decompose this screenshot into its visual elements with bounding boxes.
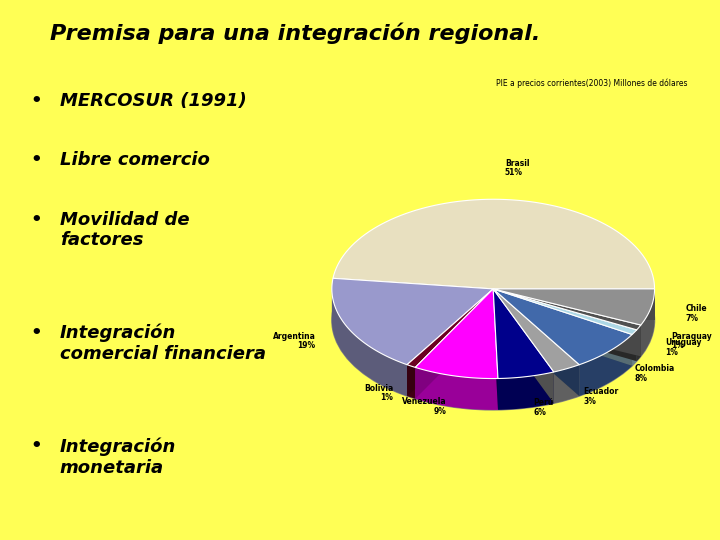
Text: Bolivia
1%: Bolivia 1% xyxy=(364,384,393,402)
Polygon shape xyxy=(498,372,554,410)
Polygon shape xyxy=(493,289,580,372)
Text: Uruguay
1%: Uruguay 1% xyxy=(665,338,702,357)
Polygon shape xyxy=(554,364,580,403)
Polygon shape xyxy=(641,289,654,356)
Text: Libre comercio: Libre comercio xyxy=(60,151,210,169)
Polygon shape xyxy=(493,289,636,361)
Polygon shape xyxy=(493,289,498,410)
Text: •: • xyxy=(30,151,42,169)
Polygon shape xyxy=(415,289,493,399)
Polygon shape xyxy=(493,289,641,330)
Text: •: • xyxy=(30,324,42,342)
Polygon shape xyxy=(407,289,493,367)
Text: Brasil
51%: Brasil 51% xyxy=(505,159,529,178)
Polygon shape xyxy=(493,289,580,396)
Text: Movilidad de
factores: Movilidad de factores xyxy=(60,211,189,249)
Text: Argentina
19%: Argentina 19% xyxy=(273,332,315,350)
Polygon shape xyxy=(632,330,636,366)
Text: Chile
7%: Chile 7% xyxy=(686,305,708,323)
Polygon shape xyxy=(493,289,632,366)
Polygon shape xyxy=(493,289,580,396)
Text: •: • xyxy=(30,437,42,455)
Polygon shape xyxy=(407,364,415,399)
Text: •: • xyxy=(30,92,42,110)
Text: •: • xyxy=(30,211,42,228)
Text: Integración
monetaria: Integración monetaria xyxy=(60,437,176,477)
Polygon shape xyxy=(493,289,636,334)
Polygon shape xyxy=(493,289,641,356)
Text: Venezuela
9%: Venezuela 9% xyxy=(402,397,447,416)
Polygon shape xyxy=(333,199,654,289)
Polygon shape xyxy=(493,289,498,410)
Polygon shape xyxy=(407,289,493,396)
Polygon shape xyxy=(493,289,554,403)
Polygon shape xyxy=(332,278,493,365)
Text: MERCOSUR (1991): MERCOSUR (1991) xyxy=(60,92,247,110)
Ellipse shape xyxy=(332,231,654,410)
Polygon shape xyxy=(493,289,554,403)
Text: PIE a precios corrientes(2003) Millones de dólares: PIE a precios corrientes(2003) Millones … xyxy=(496,78,688,87)
Text: Colombia
8%: Colombia 8% xyxy=(634,364,675,382)
Polygon shape xyxy=(493,289,632,365)
Polygon shape xyxy=(415,289,493,399)
Text: Perú
6%: Perú 6% xyxy=(534,398,554,417)
Text: Paraguay
1%: Paraguay 1% xyxy=(671,332,711,350)
Polygon shape xyxy=(493,289,636,361)
Text: Premisa para una integración regional.: Premisa para una integración regional. xyxy=(50,23,541,44)
Polygon shape xyxy=(493,289,641,356)
Text: Integración
comercial financiera: Integración comercial financiera xyxy=(60,324,266,363)
Polygon shape xyxy=(493,289,654,325)
Text: Ecuador
3%: Ecuador 3% xyxy=(583,387,618,406)
Polygon shape xyxy=(407,289,493,396)
Polygon shape xyxy=(493,289,632,366)
Polygon shape xyxy=(636,325,641,361)
Polygon shape xyxy=(415,367,498,410)
Polygon shape xyxy=(493,289,554,379)
Polygon shape xyxy=(415,289,498,379)
Polygon shape xyxy=(580,334,632,396)
Polygon shape xyxy=(493,289,654,320)
Polygon shape xyxy=(332,290,407,396)
